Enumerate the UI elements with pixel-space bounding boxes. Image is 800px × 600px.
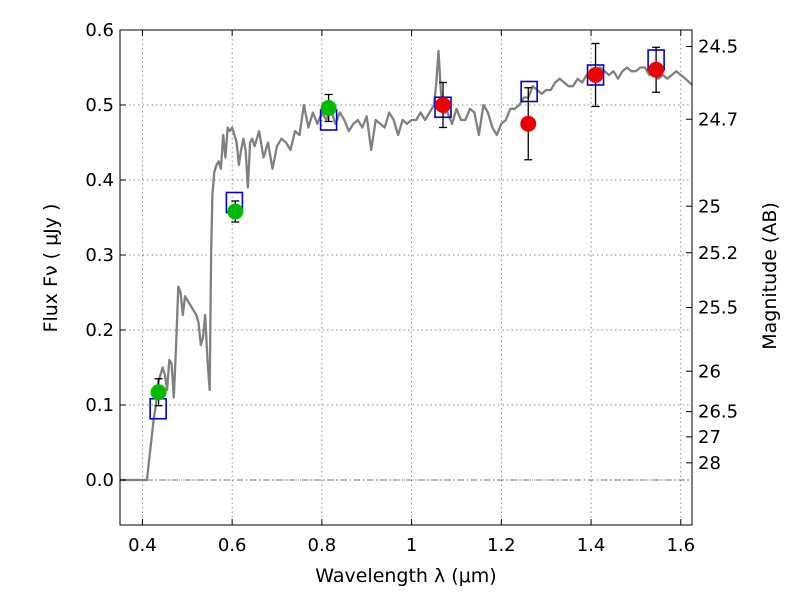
right-axis-label: Magnitude (AB) bbox=[759, 202, 781, 350]
right-tick-label: 27 bbox=[698, 427, 721, 448]
y-tick-label: 0.0 bbox=[85, 470, 114, 491]
axis-ticks: 0.4 0.6 0.8 1 1.2 1.4 1.6 0.0 0.1 0.2 0.3 0.4 0.5 0.6… bbox=[85, 20, 738, 556]
model-flux-square bbox=[520, 80, 538, 103]
right-tick-label: 24.5 bbox=[698, 37, 738, 58]
y-tick-label: 0.4 bbox=[85, 170, 114, 191]
x-tick-label: 0.4 bbox=[128, 535, 157, 556]
y-tick-label: 0.2 bbox=[85, 320, 114, 341]
photometry-point bbox=[150, 384, 167, 401]
right-tick-label: 25.2 bbox=[698, 243, 738, 264]
x-tick-label: 1 bbox=[406, 535, 417, 556]
x-tick-label: 0.6 bbox=[218, 535, 247, 556]
photometry-point bbox=[520, 115, 537, 132]
x-tick-label: 1.2 bbox=[487, 535, 516, 556]
right-tick-label: 26 bbox=[698, 361, 721, 382]
y-axis-label: Flux Fν ( μJy ) bbox=[40, 204, 62, 333]
template-spectrum-line bbox=[120, 49, 693, 482]
photometry-point bbox=[320, 100, 337, 116]
photometry-point bbox=[587, 67, 604, 83]
x-tick-label: 0.8 bbox=[308, 535, 337, 556]
x-tick-label: 1.6 bbox=[666, 535, 695, 556]
x-axis-label: Wavelength λ (μm) bbox=[315, 565, 496, 587]
y-tick-label: 0.6 bbox=[85, 20, 114, 41]
y-tick-label: 0.3 bbox=[85, 245, 114, 266]
photometry-point bbox=[435, 97, 452, 113]
right-tick-label: 25 bbox=[698, 196, 721, 217]
y-tick-label: 0.1 bbox=[85, 395, 114, 416]
photometry-point bbox=[648, 61, 665, 78]
y-tick-label: 0.5 bbox=[85, 95, 114, 116]
right-tick-label: 24.7 bbox=[698, 109, 738, 130]
right-tick-label: 25.5 bbox=[698, 298, 738, 319]
right-tick-label: 28 bbox=[698, 453, 721, 474]
photometry-point bbox=[227, 203, 244, 220]
plot-area bbox=[120, 42, 693, 482]
x-tick-label: 1.4 bbox=[577, 535, 606, 556]
plot-frame bbox=[119, 29, 693, 526]
right-tick-label: 26.5 bbox=[698, 402, 738, 423]
